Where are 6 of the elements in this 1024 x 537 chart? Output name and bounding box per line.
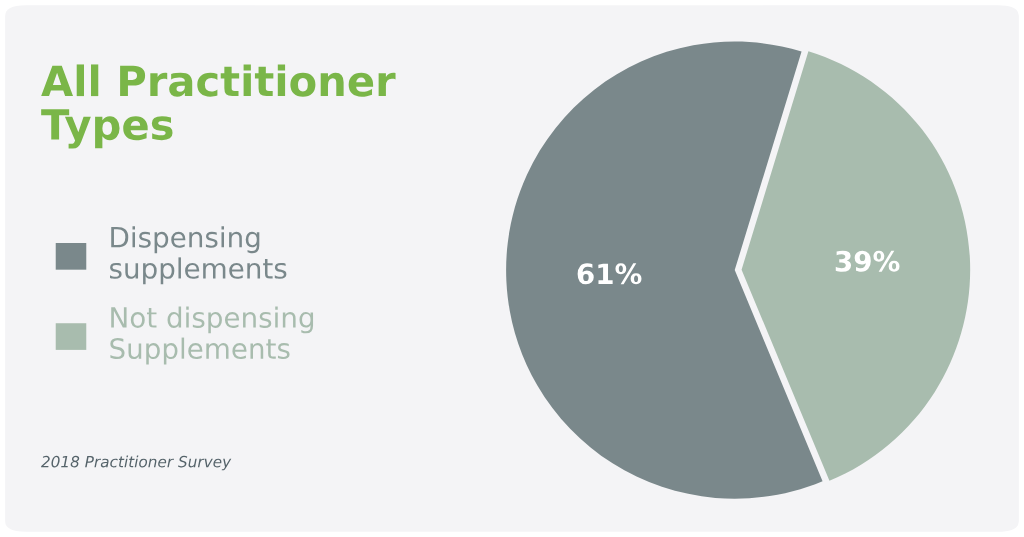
text: 2018 Practitioner Survey — [41, 455, 232, 471]
legend-label: Dispensing supplements — [110, 226, 287, 285]
data-label: 61% — [577, 263, 642, 285]
legend-label: Not dispensing Supplements — [110, 306, 314, 365]
text: All Practitioner Types — [41, 64, 396, 149]
data-label: 39% — [835, 250, 900, 272]
